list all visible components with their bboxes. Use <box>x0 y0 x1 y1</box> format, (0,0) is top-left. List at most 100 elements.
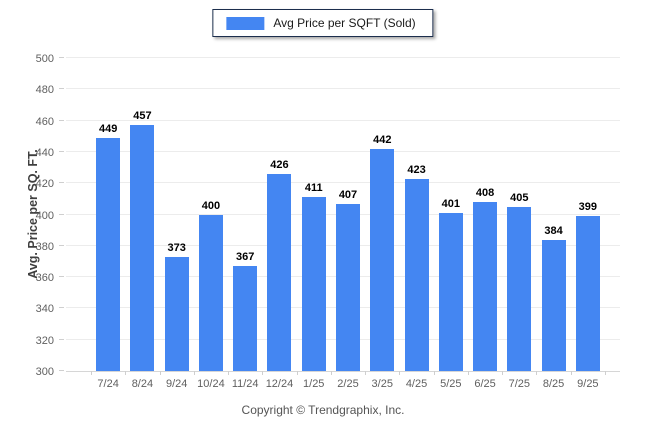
legend: Avg Price per SQFT (Sold) <box>212 9 434 37</box>
x-tick-label: 11/24 <box>231 378 259 390</box>
y-axis: 300 320 340 360 380 400 420 440 460 480 500 <box>0 53 66 378</box>
x-tick-label: 8/25 <box>542 378 565 390</box>
bar-slot: 367 <box>228 58 262 371</box>
x-tick-label: 7/24 <box>97 378 119 390</box>
bar <box>473 201 498 371</box>
bar <box>370 148 395 371</box>
bar-value-label: 400 <box>201 199 221 212</box>
y-tick-label: 500 <box>35 53 54 65</box>
y-tick-label: 360 <box>35 272 54 285</box>
y-tick-mark <box>59 150 64 152</box>
y-tick-label: 340 <box>35 303 54 316</box>
gridline <box>66 182 620 184</box>
bar <box>198 214 223 371</box>
x-tick-mark <box>159 371 161 375</box>
bar <box>301 197 326 371</box>
bar-slot: 457 <box>125 58 159 371</box>
x-tick-mark <box>605 371 606 375</box>
copyright-text: Copyright © Trendgraphix, Inc. <box>241 403 405 417</box>
bar-slot: 442 <box>365 58 399 371</box>
bar <box>541 239 566 371</box>
x-tick-label: 3/25 <box>371 378 393 390</box>
bars-container: 449 457 373 400 367 426 411 407 442 423 401 408 405 3… <box>91 58 605 371</box>
bar-slot: 449 <box>91 58 125 371</box>
y-tick-mark <box>59 57 64 58</box>
x-tick-mark <box>193 371 195 375</box>
x-tick-label: 7/25 <box>508 378 531 390</box>
bar-value-label: 442 <box>373 133 392 146</box>
bar-value-label: 367 <box>236 251 255 264</box>
legend-label: Avg Price per SQFT (Sold) <box>273 16 416 30</box>
y-tick-label: 380 <box>35 240 54 253</box>
y-tick-mark <box>59 119 64 121</box>
bar <box>575 216 600 371</box>
y-tick-mark <box>59 213 64 215</box>
x-tick-label: 6/25 <box>474 378 496 390</box>
bar-value-label: 449 <box>98 122 118 135</box>
x-tick-mark <box>330 371 332 375</box>
bar-value-label: 407 <box>338 188 358 201</box>
bar <box>233 266 258 371</box>
y-tick-mark <box>59 276 64 278</box>
bar <box>404 178 429 371</box>
x-tick-label: 9/25 <box>577 378 599 390</box>
bar-slot: 407 <box>331 58 365 371</box>
bar-slot: 399 <box>571 58 605 371</box>
x-tick-label: 9/24 <box>165 378 188 390</box>
x-tick-label: 10/24 <box>197 378 225 390</box>
bar-slot: 405 <box>502 58 536 371</box>
bar-slot: 411 <box>297 58 331 371</box>
x-tick-mark <box>296 371 298 375</box>
x-tick-mark <box>91 371 92 375</box>
x-tick-label: 8/24 <box>131 378 154 390</box>
bar <box>96 137 121 371</box>
bar-value-label: 405 <box>510 191 529 204</box>
x-tick-mark <box>365 371 367 375</box>
bar <box>130 125 155 371</box>
y-tick-label: 420 <box>35 178 54 191</box>
x-tick-label: 1/25 <box>303 378 325 390</box>
x-tick-mark <box>536 371 538 375</box>
x-tick-mark <box>502 371 504 375</box>
gridline <box>66 57 620 58</box>
y-tick-mark <box>59 244 64 246</box>
bar-value-label: 408 <box>475 186 495 199</box>
x-tick-mark <box>125 371 127 375</box>
bar-slot: 408 <box>468 58 502 371</box>
y-tick-label: 300 <box>35 366 54 378</box>
bar-value-label: 411 <box>304 182 323 195</box>
gridline <box>66 119 620 121</box>
x-axis-line <box>66 371 620 372</box>
y-tick-mark <box>59 338 64 340</box>
plot-area: 449 457 373 400 367 426 411 407 442 423 401 408 405 3… <box>66 57 620 372</box>
y-tick-label: 480 <box>35 84 54 97</box>
y-tick-label: 460 <box>35 115 54 128</box>
x-tick-label: 4/25 <box>405 378 428 390</box>
bar-value-label: 399 <box>578 201 598 214</box>
x-tick-label: 5/25 <box>440 378 462 390</box>
bar-slot: 423 <box>399 58 433 371</box>
y-tick-mark <box>59 182 64 184</box>
gridline <box>66 88 620 90</box>
y-tick-label: 400 <box>35 209 54 222</box>
bar-value-label: 423 <box>407 163 426 176</box>
bar-slot: 384 <box>536 58 570 371</box>
bar-value-label: 373 <box>167 241 186 254</box>
x-tick-mark <box>262 371 264 375</box>
bar <box>438 212 463 371</box>
bar-value-label: 457 <box>133 110 152 123</box>
x-tick-mark <box>570 371 572 375</box>
bar <box>267 173 292 371</box>
gridline <box>66 150 620 152</box>
x-axis-labels: 7/24 8/24 9/24 10/24 11/24 12/24 1/25 2/25 3/25 4… <box>91 378 605 390</box>
bar-value-label: 401 <box>441 197 460 210</box>
bar-value-label: 426 <box>270 158 289 171</box>
x-tick-mark <box>228 371 230 375</box>
x-tick-mark <box>433 371 435 375</box>
bar-value-label: 384 <box>544 224 563 237</box>
y-tick-label: 320 <box>35 334 54 347</box>
bar <box>507 206 532 371</box>
bar-slot: 373 <box>160 58 194 371</box>
bar-slot: 400 <box>194 58 228 371</box>
